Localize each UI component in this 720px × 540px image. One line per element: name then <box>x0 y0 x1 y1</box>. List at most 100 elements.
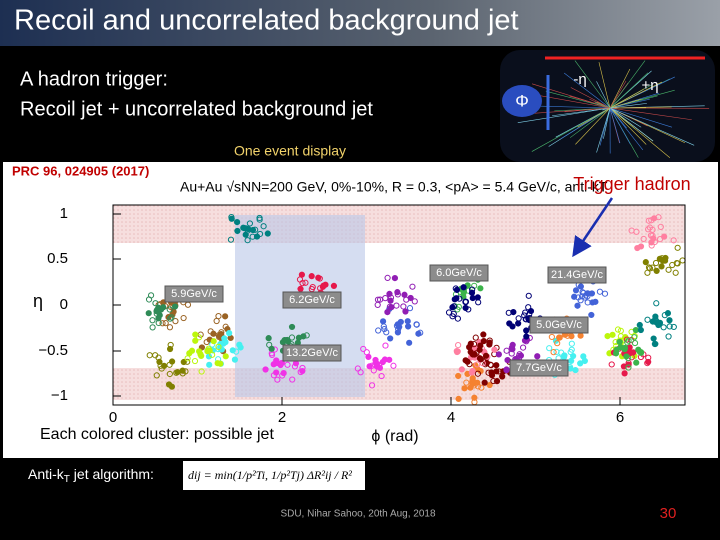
track <box>609 107 695 146</box>
x-axis-label: ϕ (rad) <box>371 428 418 445</box>
particle <box>503 367 510 374</box>
particle <box>625 337 632 344</box>
particle <box>568 357 575 365</box>
particle <box>302 279 309 286</box>
particle <box>229 347 236 354</box>
particle <box>405 323 412 330</box>
particle <box>288 323 296 331</box>
particle <box>523 333 530 340</box>
particle <box>210 330 217 337</box>
particle <box>222 313 229 320</box>
particle <box>206 347 213 354</box>
particle <box>368 382 376 389</box>
particle <box>625 355 632 362</box>
particle <box>568 333 575 340</box>
particle <box>632 326 639 334</box>
particle <box>461 385 468 392</box>
track <box>609 88 645 109</box>
particle <box>172 318 179 325</box>
jet-label: 5.0GeV/c <box>536 319 582 331</box>
intro-line: Recoil jet + uncorrelated background jet <box>20 98 373 120</box>
particle <box>198 368 205 375</box>
inset: Φ -η +η <box>500 50 715 162</box>
particle <box>652 259 660 267</box>
particle <box>384 274 391 281</box>
particle <box>499 373 506 380</box>
track <box>552 107 611 117</box>
particle <box>596 288 604 295</box>
caption: One event display <box>234 143 346 159</box>
particle <box>205 353 213 360</box>
particle <box>601 290 609 297</box>
plot-title: Au+Au √sNN=200 GeV, 0%-10%, R = 0.3, <pA… <box>180 179 608 195</box>
particle <box>506 320 513 327</box>
particle <box>486 381 493 389</box>
particle <box>274 376 281 383</box>
particle <box>636 321 643 329</box>
particle <box>468 369 475 376</box>
particle <box>299 367 306 375</box>
particle <box>376 364 384 371</box>
particle <box>166 306 173 313</box>
particle <box>666 323 673 330</box>
particle <box>262 366 269 373</box>
particle <box>393 302 400 309</box>
particle <box>608 361 615 368</box>
particle <box>649 318 656 325</box>
particle <box>166 370 173 378</box>
phi-label: Φ <box>515 91 529 110</box>
particle <box>298 271 305 278</box>
particle <box>152 300 159 307</box>
particle <box>173 369 180 376</box>
track <box>609 103 647 109</box>
title-bar <box>0 0 720 46</box>
particle <box>188 347 196 354</box>
particle <box>477 356 485 363</box>
particle <box>669 261 676 269</box>
y-tick-label: 0 <box>60 296 68 313</box>
track <box>570 87 611 109</box>
particle <box>244 237 251 244</box>
particle <box>450 303 457 310</box>
track <box>609 107 671 158</box>
particle <box>380 323 387 330</box>
track <box>545 90 611 109</box>
particle <box>515 320 522 327</box>
particle <box>316 275 323 282</box>
particle <box>469 351 476 358</box>
particle <box>609 331 616 338</box>
particle <box>558 349 565 356</box>
particle <box>147 292 155 299</box>
particle <box>653 267 660 275</box>
particle <box>387 297 394 304</box>
particle <box>621 370 628 377</box>
slide-title: Recoil and uncorrelated background jet <box>14 5 519 37</box>
particle <box>651 238 659 246</box>
particle <box>279 372 286 379</box>
particle <box>402 308 409 315</box>
particle <box>288 334 296 341</box>
cluster-note: Each colored cluster: possible jet <box>40 426 274 443</box>
particle <box>234 227 241 235</box>
particle <box>642 259 649 266</box>
track <box>563 72 611 109</box>
particle <box>577 332 584 339</box>
particle <box>161 362 168 370</box>
particle <box>166 324 174 331</box>
particle <box>167 315 174 322</box>
particle <box>525 292 532 299</box>
particle <box>407 294 414 302</box>
particle <box>631 334 638 341</box>
particle <box>588 311 595 319</box>
particle <box>522 309 529 316</box>
particle <box>268 351 276 358</box>
particle <box>216 332 223 339</box>
particle <box>168 314 175 321</box>
particle <box>191 357 199 365</box>
particle <box>469 286 476 293</box>
particle <box>548 333 555 341</box>
particle <box>184 358 191 365</box>
particle <box>406 339 413 346</box>
track <box>609 107 654 142</box>
particle <box>580 353 587 360</box>
